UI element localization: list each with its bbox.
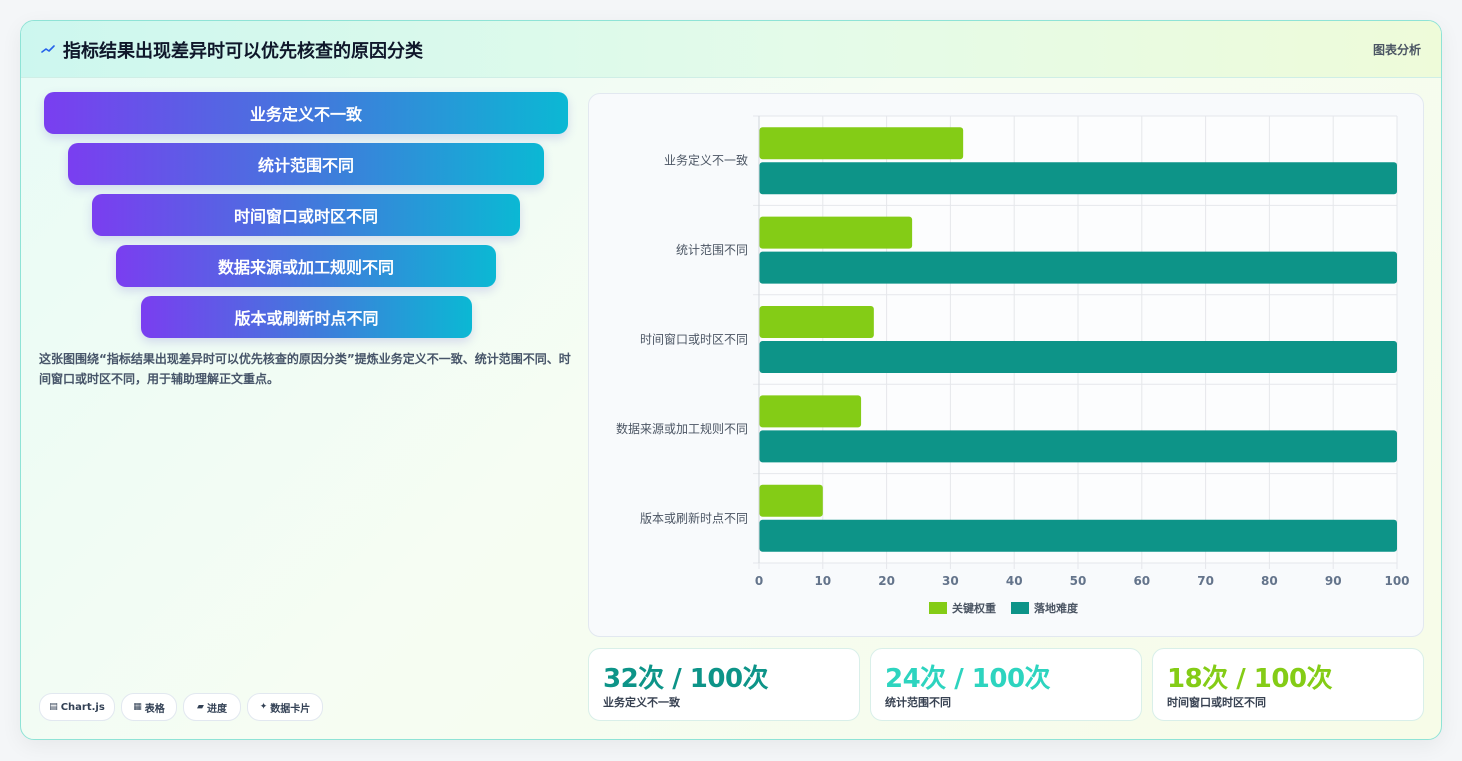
x-tick-label: 40: [1006, 574, 1023, 588]
x-tick-label: 0: [755, 574, 763, 588]
chip-table[interactable]: ▦ 表格: [121, 693, 177, 721]
stat-card: 24次 / 100次 统计范围不同: [870, 648, 1142, 721]
funnel-step: 时间窗口或时区不同: [92, 194, 520, 236]
stat-card: 18次 / 100次 时间窗口或时区不同: [1152, 648, 1424, 721]
bar: [759, 251, 1397, 284]
chip-data-card[interactable]: ✦ 数据卡片: [247, 693, 323, 721]
chip-label: Chart.js: [60, 701, 105, 713]
table-icon: ▦: [133, 702, 142, 712]
chip-label: 表格: [144, 703, 165, 715]
bar: [759, 216, 913, 249]
funnel-step: 版本或刷新时点不同: [141, 296, 472, 338]
funnel-step: 业务定义不一致: [44, 92, 568, 134]
legend-swatch: [1011, 602, 1029, 614]
chart-icon: ▤: [49, 702, 58, 712]
stat-label: 统计范围不同: [885, 696, 951, 709]
chart-description: 这张图围绕“指标结果出现差异时可以优先核查的原因分类”提炼业务定义不一致、统计范…: [39, 352, 571, 386]
chart-card: 指标结果出现差异时可以优先核查的原因分类 图表分析 业务定义不一致 统计范围不同…: [20, 20, 1442, 740]
stat-label: 时间窗口或时区不同: [1167, 696, 1266, 709]
page-title: 指标结果出现差异时可以优先核查的原因分类: [63, 41, 423, 62]
stat-card: 32次 / 100次 业务定义不一致: [588, 648, 860, 721]
stat-value: 18次 / 100次: [1167, 664, 1333, 694]
bar: [759, 519, 1397, 552]
x-tick-label: 90: [1325, 574, 1342, 588]
bar: [759, 341, 1397, 373]
chart-panel: 0 10 20 30 40 50 60 70 80 90 100 业务定义不一致统计范围不同时间窗口或…: [588, 93, 1424, 637]
x-tick-label: 80: [1261, 574, 1278, 588]
funnel-step: 统计范围不同: [68, 143, 544, 185]
stat-value: 24次 / 100次: [885, 664, 1051, 694]
y-tick-label: 版本或刷新时点不同: [640, 510, 748, 525]
x-tick-label: 30: [942, 574, 959, 588]
y-tick-label: 业务定义不一致: [664, 153, 748, 168]
funnel-step: 数据来源或加工规则不同: [116, 245, 496, 287]
bar: [759, 127, 964, 160]
x-tick-label: 70: [1197, 574, 1214, 588]
chip-label: 数据卡片: [270, 703, 311, 715]
x-tick-label: 10: [814, 574, 831, 588]
bar: [759, 484, 823, 517]
progress-icon: ▰: [197, 702, 204, 712]
bar: [759, 162, 1397, 195]
sparkle-icon: ✦: [259, 702, 268, 712]
trend-line-icon: [41, 45, 55, 53]
stat-value: 32次 / 100次: [603, 664, 769, 694]
legend-label: 关键权重: [952, 601, 996, 615]
x-tick-label: 20: [878, 574, 895, 588]
x-tick-label: 100: [1384, 574, 1409, 588]
y-tick-label: 统计范围不同: [676, 243, 748, 257]
y-tick-label: 时间窗口或时区不同: [640, 333, 748, 347]
legend-label: 落地难度: [1034, 601, 1079, 615]
legend-swatch: [929, 602, 947, 614]
y-tick-label: 数据来源或加工规则不同: [616, 421, 748, 436]
chip-progress[interactable]: ▰ 进度: [183, 693, 241, 721]
stat-label: 业务定义不一致: [603, 696, 680, 709]
bar-chart: 0 10 20 30 40 50 60 70 80 90 100 业务定义不一致统计范围不同时间窗口或…: [616, 115, 1410, 615]
bar: [759, 306, 874, 338]
x-tick-label: 60: [1133, 574, 1150, 588]
chip-label: 进度: [206, 703, 227, 715]
x-tick-label: 50: [1070, 574, 1087, 588]
bar: [759, 430, 1397, 463]
card-header: 指标结果出现差异时可以优先核查的原因分类 图表分析: [21, 21, 1441, 78]
chart-analysis-tag: 图表分析: [1372, 43, 1421, 57]
bar: [759, 395, 862, 428]
chip-chartjs[interactable]: ▤ Chart.js: [39, 693, 115, 721]
